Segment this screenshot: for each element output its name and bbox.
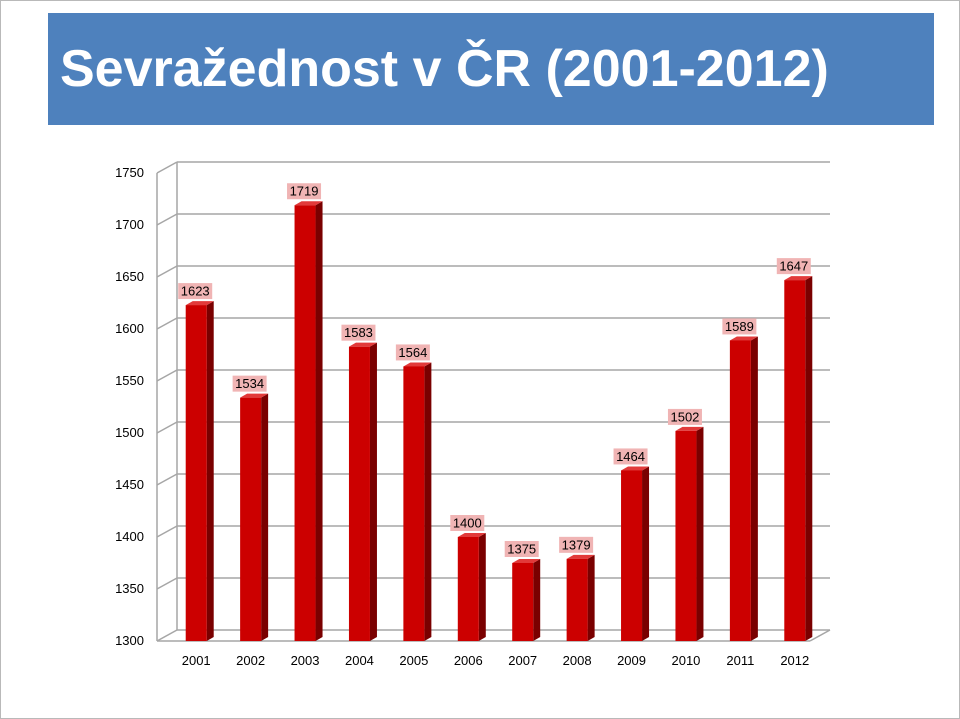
data-label: 1379 xyxy=(562,537,591,552)
gridline-depth xyxy=(156,525,178,538)
data-label-bg xyxy=(178,283,213,300)
x-tick-label: 2002 xyxy=(236,653,265,668)
gridline-depth xyxy=(156,317,178,330)
bar-top xyxy=(185,301,214,306)
gridline-depth xyxy=(156,629,178,642)
data-label: 1647 xyxy=(779,259,808,274)
y-tick-label: 1300 xyxy=(115,633,144,648)
bar-top xyxy=(729,336,758,341)
bar xyxy=(729,340,751,641)
x-tick-label: 2012 xyxy=(780,653,809,668)
x-tick-label: 2004 xyxy=(345,653,374,668)
bar-top xyxy=(784,276,813,281)
data-label: 1400 xyxy=(453,516,482,531)
bar-side xyxy=(424,362,432,641)
bar-top xyxy=(457,533,486,537)
data-label-bg xyxy=(287,183,322,200)
data-label-bg xyxy=(667,408,702,425)
y-tick-label: 1550 xyxy=(115,373,144,388)
gridline-depth xyxy=(156,265,178,278)
data-label: 1464 xyxy=(616,449,645,464)
x-tick-label: 2005 xyxy=(399,653,428,668)
data-label-bg xyxy=(776,258,811,275)
bar-top xyxy=(566,554,595,559)
slide-title: Sevražednost v ČR (2001-2012) xyxy=(60,40,829,98)
data-label: 1583 xyxy=(344,325,373,340)
bar-side xyxy=(642,466,650,641)
data-label-bg xyxy=(613,448,648,465)
data-label-bg xyxy=(504,541,539,557)
bar-top xyxy=(240,393,269,398)
y-tick-label: 1450 xyxy=(115,477,144,492)
bar xyxy=(240,397,262,641)
x-tick-label: 2010 xyxy=(671,653,700,668)
data-label: 1623 xyxy=(181,284,210,299)
data-label: 1375 xyxy=(507,542,536,557)
gridline-depth xyxy=(156,577,178,590)
bar xyxy=(621,470,643,641)
bar-top xyxy=(512,559,541,563)
floor-right-edge xyxy=(809,629,831,642)
data-label: 1719 xyxy=(290,184,319,199)
bar xyxy=(185,305,207,641)
bar xyxy=(457,537,479,641)
bar-side xyxy=(369,342,377,641)
bar xyxy=(512,563,534,641)
bar xyxy=(784,280,806,641)
bar-side xyxy=(315,201,323,642)
y-tick-label: 1500 xyxy=(115,425,144,440)
y-tick-label: 1700 xyxy=(115,217,144,232)
data-label-bg xyxy=(559,536,594,553)
gridline-depth xyxy=(156,473,178,486)
y-tick-label: 1750 xyxy=(115,165,144,180)
bar xyxy=(566,558,588,641)
gridline-depth xyxy=(156,161,178,174)
data-label: 1564 xyxy=(398,345,427,360)
data-label-bg xyxy=(341,324,376,341)
bar-side xyxy=(805,276,813,641)
bar-top xyxy=(675,426,704,431)
gridline-depth xyxy=(156,213,178,226)
x-tick-label: 2006 xyxy=(454,653,483,668)
bar-top xyxy=(621,466,650,471)
bar-side xyxy=(206,301,214,641)
data-label: 1534 xyxy=(235,376,264,391)
data-label: 1589 xyxy=(725,319,754,334)
x-tick-label: 2007 xyxy=(508,653,537,668)
x-tick-label: 2003 xyxy=(291,653,320,668)
bar-top xyxy=(348,342,377,347)
y-tick-label: 1600 xyxy=(115,321,144,336)
bar-top xyxy=(403,362,432,367)
data-label-bg xyxy=(450,515,485,531)
bar xyxy=(294,205,316,642)
x-tick-label: 2009 xyxy=(617,653,646,668)
bar-side xyxy=(261,393,269,641)
data-label-bg xyxy=(232,375,267,392)
y-tick-label: 1650 xyxy=(115,269,144,284)
bar-side xyxy=(587,554,595,641)
bar-side xyxy=(750,336,758,641)
data-label-bg xyxy=(722,318,757,335)
y-tick-label: 1400 xyxy=(115,529,144,544)
data-label: 1502 xyxy=(670,409,699,424)
bar xyxy=(675,430,697,641)
bar-side xyxy=(533,559,541,641)
bar xyxy=(403,366,425,641)
bar-side xyxy=(478,533,486,641)
x-tick-label: 2011 xyxy=(726,653,754,668)
gridline-depth xyxy=(156,421,178,434)
bar-side xyxy=(696,426,704,641)
bar xyxy=(348,346,370,641)
data-label-bg xyxy=(395,344,430,361)
bar-top xyxy=(294,201,323,206)
x-tick-label: 2008 xyxy=(563,653,592,668)
title-banner: Sevražednost v ČR (2001-2012) xyxy=(48,13,934,125)
gridline-depth xyxy=(156,369,178,382)
y-tick-label: 1350 xyxy=(115,581,144,596)
x-tick-label: 2001 xyxy=(182,653,211,668)
